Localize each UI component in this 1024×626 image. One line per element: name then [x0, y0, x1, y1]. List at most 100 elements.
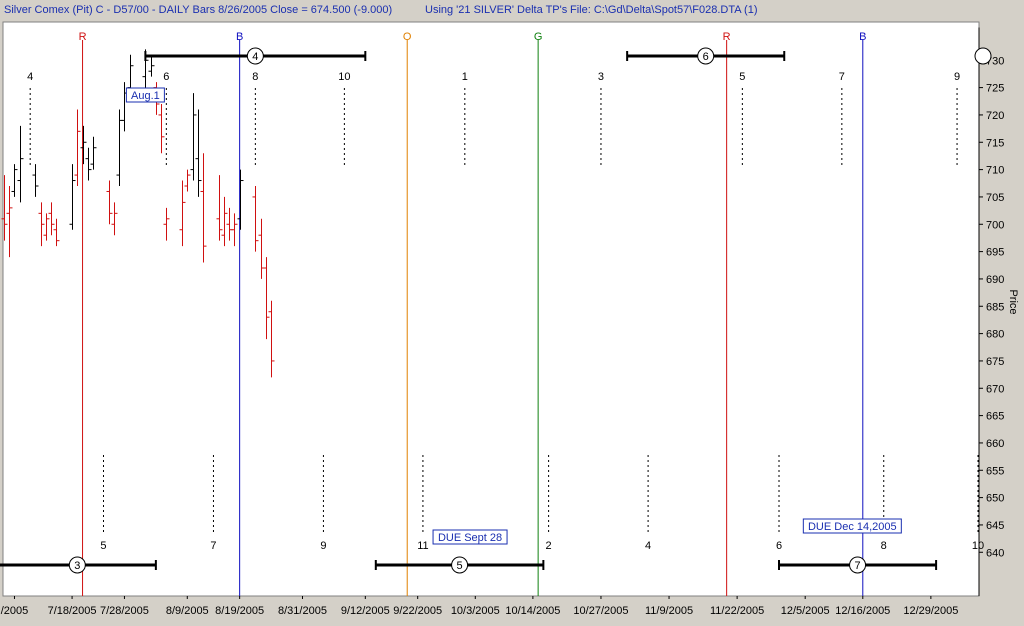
annotation-label: DUE Dec 14,2005 [808, 521, 897, 533]
price-bar [184, 169, 191, 192]
y-axis-label: Price [1007, 289, 1019, 314]
top-cycle-range-circle [697, 47, 715, 65]
price-bar [142, 49, 149, 94]
top-cycle-number: 1 [462, 71, 468, 83]
bottom-cycle-range-circle [451, 556, 469, 574]
y-tick-label: 655 [986, 465, 1004, 477]
price-bar [53, 218, 60, 247]
top-cycle-number: 6 [163, 71, 169, 83]
price-bar [90, 136, 97, 170]
annotation-label: Aug.1 [131, 90, 160, 102]
bottom-cycle-number: 9 [320, 540, 326, 552]
x-tick-label: 7/28/2005 [100, 605, 149, 617]
bottom-cycle-number: 7 [210, 540, 216, 552]
price-bar [32, 164, 39, 197]
price-bar [252, 186, 259, 252]
bottom-cycle-range-label: 7 [854, 560, 860, 572]
clipped-cycle-circle [974, 47, 992, 65]
template-info: Using '21 SILVER' Delta TP's [425, 4, 568, 16]
price-bar [163, 207, 170, 241]
y-tick-label: 720 [986, 110, 1004, 122]
x-tick-label: /2005 [1, 605, 29, 617]
price-bar [74, 109, 81, 186]
top-cycle-range-circle [246, 47, 264, 65]
price-bar [69, 164, 76, 230]
y-tick-label: 685 [986, 301, 1004, 313]
cycle-line-label: R [723, 31, 731, 43]
x-tick-label: 10/3/2005 [451, 605, 500, 617]
price-bar [6, 186, 13, 258]
price-bar [221, 196, 228, 247]
price-bar [158, 104, 165, 154]
price-bar [11, 164, 18, 197]
annotation-label: DUE Sept 28 [438, 532, 502, 544]
price-bar [85, 147, 92, 181]
price-bar [106, 180, 113, 225]
bottom-cycle-range-label: 3 [74, 560, 80, 572]
y-tick-label: 650 [986, 493, 1004, 505]
top-cycle-number: 4 [27, 71, 33, 83]
y-tick-label: 705 [986, 192, 1004, 204]
top-cycle-range-label: 6 [703, 51, 709, 63]
x-tick-label: 8/9/2005 [166, 605, 209, 617]
top-cycle-range-label: 4 [252, 51, 258, 63]
price-bar [231, 213, 238, 247]
bottom-cycle-range-circle [849, 556, 867, 574]
price-bar [263, 257, 270, 340]
file-path: File: C:\Gd\Delta\Spot57\F028.DTA (1) [570, 4, 758, 16]
price-bar [38, 202, 45, 247]
bottom-cycle-number: 2 [546, 540, 552, 552]
x-tick-label: 9/12/2005 [341, 605, 390, 617]
x-tick-label: 11/9/2005 [645, 605, 693, 617]
cycle-line-label: G [534, 31, 543, 43]
top-cycle-number: 5 [739, 71, 745, 83]
price-bar [43, 213, 50, 241]
annotation-box [125, 87, 165, 103]
x-tick-label: 10/14/2005 [505, 605, 560, 617]
chart-header: Silver Comex (Pit) C - D57/00 - DAILY Ba… [0, 0, 1024, 20]
y-tick-label: 665 [986, 411, 1004, 423]
chart-title: Silver Comex (Pit) C - D57/00 - DAILY Ba… [4, 4, 393, 16]
price-bar [216, 175, 223, 241]
y-tick-label: 725 [986, 83, 1004, 95]
bottom-cycle-number: 4 [645, 540, 651, 552]
price-bar [48, 202, 55, 236]
bottom-cycle-range-circle [68, 556, 86, 574]
y-tick-label: 710 [986, 165, 1004, 177]
price-bar [148, 54, 155, 77]
top-cycle-number: 10 [338, 71, 350, 83]
x-tick-label: 7/18/2005 [48, 605, 97, 617]
price-bar [179, 180, 186, 247]
y-tick-label: 680 [986, 329, 1004, 341]
bottom-cycle-number: 11 [417, 540, 428, 552]
price-bar [237, 169, 244, 230]
cycle-line-label: O [403, 31, 412, 43]
bottom-cycle-number: 10 [972, 540, 984, 552]
top-cycle-number: 9 [954, 71, 960, 83]
y-tick-label: 670 [986, 383, 1004, 395]
price-bar [200, 153, 207, 263]
bottom-cycle-range-label: 5 [457, 560, 463, 572]
x-tick-label: 8/31/2005 [278, 605, 327, 617]
y-tick-label: 640 [986, 547, 1004, 559]
top-cycle-number: 8 [252, 71, 258, 83]
bottom-cycle-number: 8 [881, 540, 887, 552]
y-tick-label: 645 [986, 520, 1004, 532]
price-bar [190, 93, 197, 181]
price-bar [195, 109, 202, 197]
annotation-box [432, 529, 508, 545]
bottom-cycle-number: 6 [776, 540, 782, 552]
price-bar [1, 175, 8, 241]
bottom-cycle-number: 5 [100, 540, 106, 552]
y-tick-label: 675 [986, 356, 1004, 368]
x-tick-label: 12/5/2005 [781, 605, 830, 617]
price-bar [17, 125, 24, 203]
y-tick-label: 695 [986, 247, 1004, 259]
cycle-line-label: B [236, 31, 243, 43]
plot-area [2, 21, 980, 597]
y-tick-label: 690 [986, 274, 1004, 286]
price-bar [111, 202, 118, 236]
x-tick-label: 12/29/2005 [903, 605, 958, 617]
